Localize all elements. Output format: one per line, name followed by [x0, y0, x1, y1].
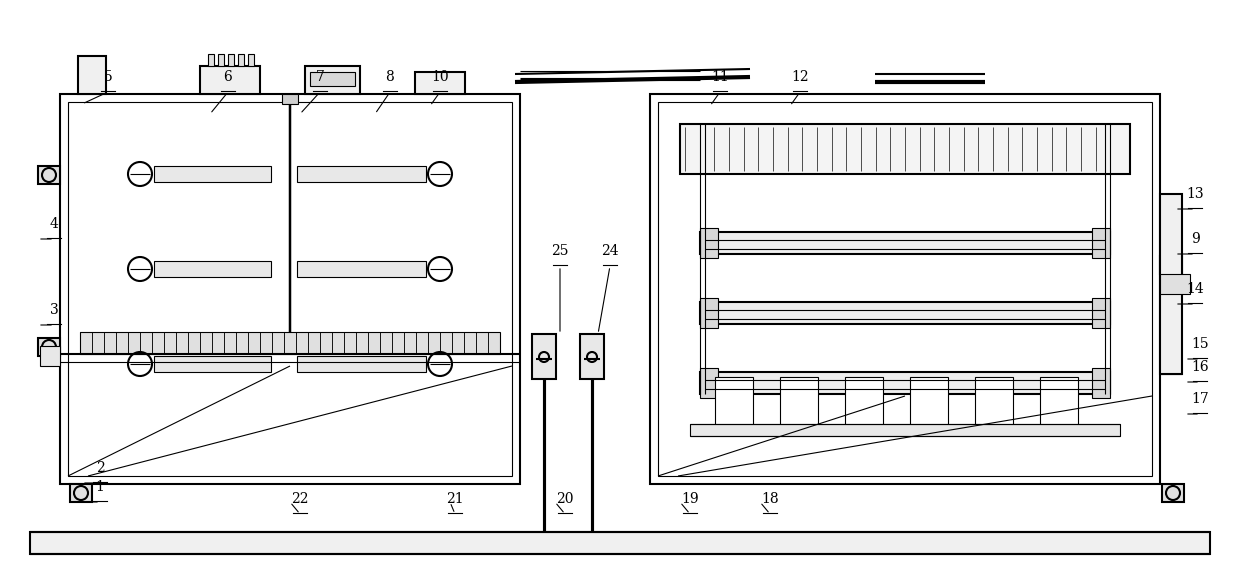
- Bar: [78, 56, 105, 94]
- Bar: [1159, 256, 1182, 274]
- Bar: [532, 334, 556, 379]
- Bar: [689, 424, 1120, 436]
- Bar: [1162, 484, 1184, 502]
- Text: 7: 7: [315, 70, 325, 84]
- Bar: [701, 302, 1110, 324]
- Bar: [1092, 228, 1110, 258]
- Bar: [69, 484, 92, 502]
- Bar: [415, 72, 465, 94]
- Text: 11: 11: [711, 70, 729, 84]
- Bar: [680, 124, 1130, 174]
- Text: 13: 13: [1187, 187, 1204, 201]
- Bar: [38, 166, 60, 184]
- Text: 19: 19: [681, 492, 699, 506]
- Bar: [701, 228, 718, 258]
- Bar: [208, 54, 215, 66]
- Bar: [1159, 194, 1182, 374]
- Bar: [715, 377, 753, 429]
- Bar: [154, 166, 272, 182]
- Bar: [310, 72, 355, 86]
- Text: 9: 9: [1190, 232, 1199, 246]
- Bar: [60, 94, 520, 484]
- Bar: [1040, 377, 1078, 429]
- Bar: [30, 532, 1210, 554]
- Bar: [1159, 274, 1190, 294]
- Bar: [81, 332, 500, 354]
- Bar: [780, 377, 818, 429]
- Text: 5: 5: [104, 70, 113, 84]
- Text: 17: 17: [1192, 392, 1209, 406]
- Bar: [650, 94, 1159, 484]
- Bar: [975, 377, 1013, 429]
- Text: 15: 15: [1192, 337, 1209, 351]
- Text: 10: 10: [432, 70, 449, 84]
- Text: 2: 2: [95, 461, 104, 475]
- Bar: [298, 261, 427, 277]
- Text: 6: 6: [223, 70, 232, 84]
- Bar: [238, 54, 244, 66]
- Bar: [580, 334, 604, 379]
- Text: 8: 8: [386, 70, 394, 84]
- Bar: [154, 356, 272, 372]
- Bar: [1092, 368, 1110, 398]
- Bar: [154, 261, 272, 277]
- Text: 3: 3: [50, 303, 58, 317]
- Bar: [38, 338, 60, 356]
- Bar: [68, 102, 512, 476]
- Bar: [658, 102, 1152, 476]
- Bar: [844, 377, 883, 429]
- Text: 22: 22: [291, 492, 309, 506]
- Text: 1: 1: [95, 480, 104, 494]
- Text: 21: 21: [446, 492, 464, 506]
- Bar: [298, 356, 427, 372]
- Bar: [910, 377, 949, 429]
- Bar: [218, 54, 224, 66]
- Bar: [701, 298, 718, 328]
- Text: 4: 4: [50, 217, 58, 231]
- Text: 14: 14: [1187, 282, 1204, 296]
- Bar: [200, 66, 260, 94]
- Bar: [305, 66, 360, 94]
- Text: 20: 20: [557, 492, 574, 506]
- Bar: [701, 232, 1110, 254]
- Bar: [701, 372, 1110, 394]
- Bar: [281, 94, 298, 104]
- Text: 18: 18: [761, 492, 779, 506]
- Text: 24: 24: [601, 244, 619, 258]
- Text: 25: 25: [552, 244, 569, 258]
- Bar: [1092, 298, 1110, 328]
- Text: 16: 16: [1192, 360, 1209, 374]
- Bar: [40, 346, 60, 366]
- Bar: [228, 54, 234, 66]
- Bar: [248, 54, 254, 66]
- Text: 12: 12: [791, 70, 808, 84]
- Bar: [701, 368, 718, 398]
- Bar: [298, 166, 427, 182]
